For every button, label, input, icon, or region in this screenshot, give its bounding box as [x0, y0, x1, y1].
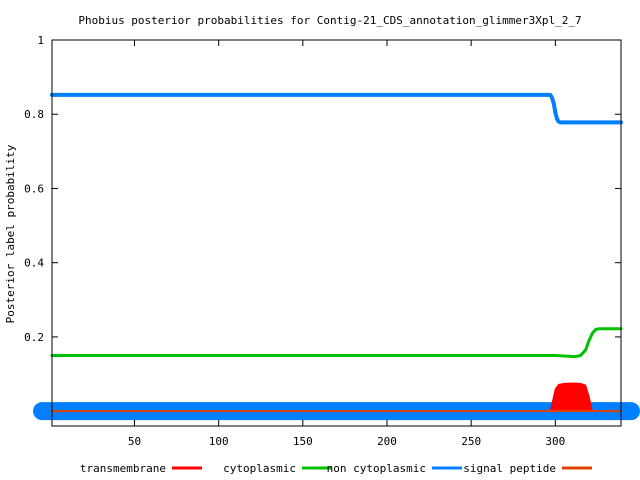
y-tick-label-0: 0.2: [24, 331, 44, 344]
series-cytoplasmic-line: [50, 327, 623, 359]
series-layer: [33, 92, 640, 421]
x-tick-label-200: 200: [377, 435, 397, 448]
series-non-cytoplasmic-line: [50, 92, 623, 125]
y-tick-label-1: 0.4: [24, 257, 44, 270]
legend-label-transmembrane: transmembrane: [80, 462, 166, 475]
plot-frame: [51, 39, 622, 427]
legend-label-cytoplasmic: cytoplasmic: [223, 462, 296, 475]
x-tick-label-100: 100: [209, 435, 229, 448]
chart-title: Phobius posterior probabilities for Cont…: [78, 14, 581, 27]
legend-label-non-cytoplasmic: non cytoplasmic: [327, 462, 426, 475]
legend: transmembrane cytoplasmic non cytoplasmic s…: [80, 462, 592, 475]
ticks-layer: 50 100 150 200 250 300 0.2 0.4 0.6 0.8 1: [24, 34, 621, 448]
x-tick-label-50: 50: [128, 435, 141, 448]
y-axis-label: Posterior label probability: [4, 144, 17, 323]
x-tick-label-150: 150: [293, 435, 313, 448]
x-tick-label-250: 250: [461, 435, 481, 448]
y-tick-label-2: 0.6: [24, 182, 44, 195]
y-tick-label-3: 0.8: [24, 108, 44, 121]
series-transmembrane-area: [52, 382, 621, 412]
legend-label-signal-peptide: signal peptide: [463, 462, 556, 475]
y-tick-label-4: 1: [37, 34, 44, 47]
x-tick-label-300: 300: [545, 435, 565, 448]
